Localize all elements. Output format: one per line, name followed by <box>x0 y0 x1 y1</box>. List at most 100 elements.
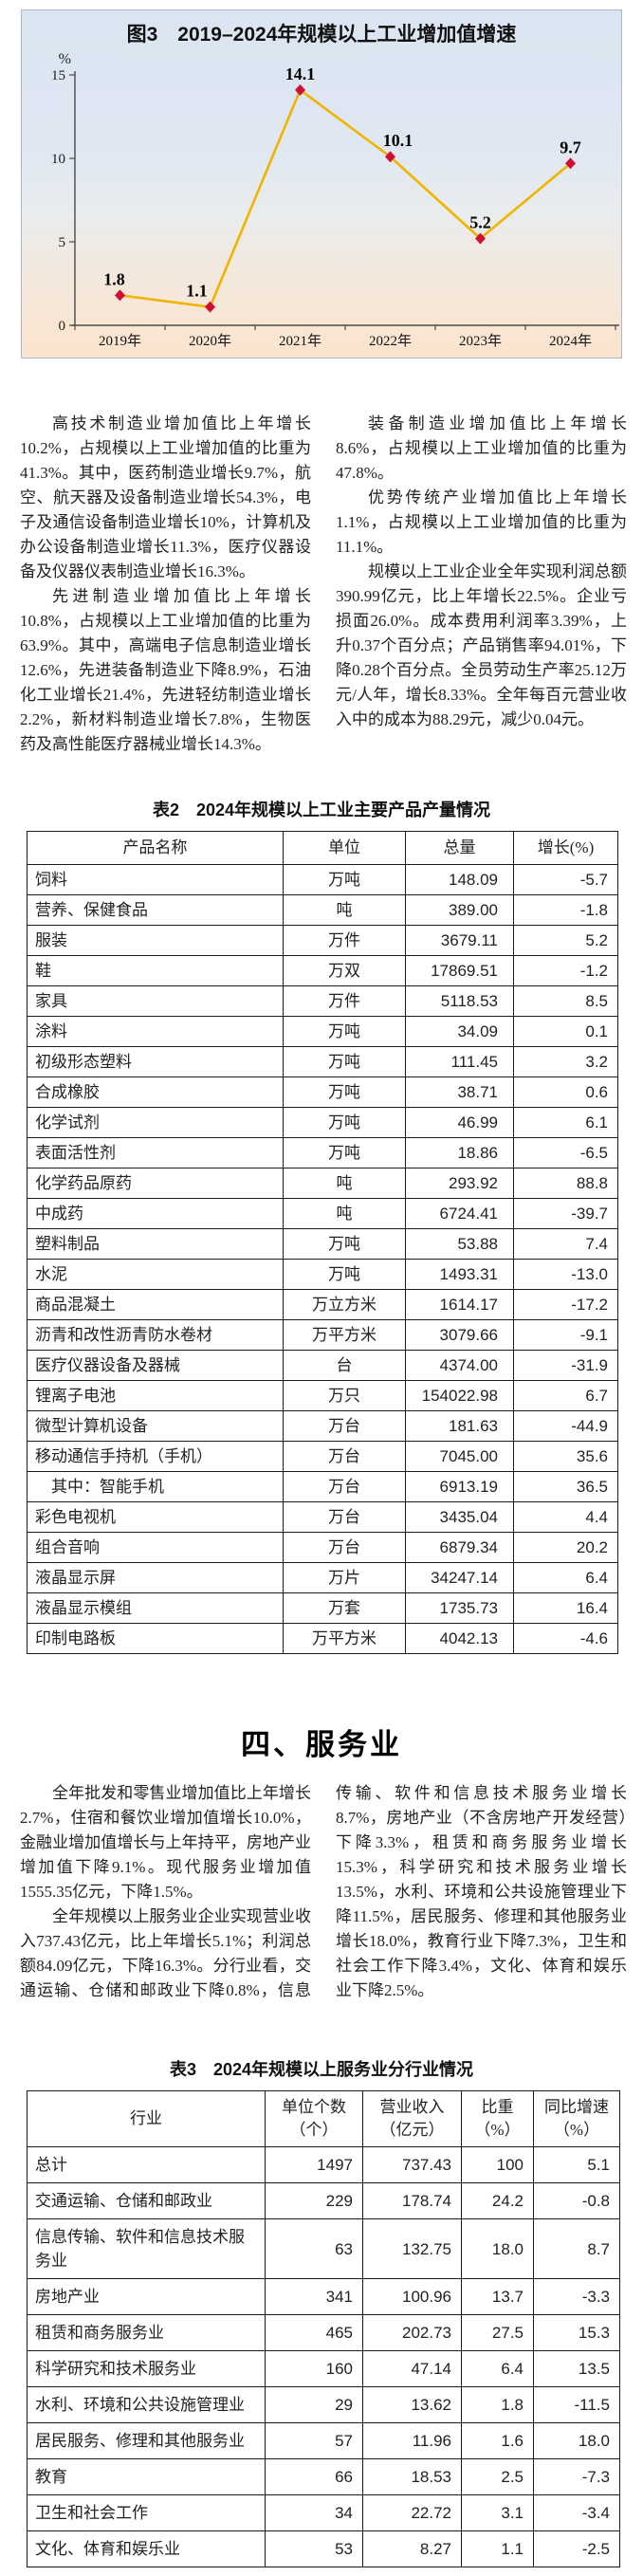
value-cell: 1614.17 <box>405 1289 514 1320</box>
value-cell: 万立方米 <box>283 1289 406 1320</box>
paragraph-services-value-added: 全年批发和零售业增加值比上年增长2.7%，住宿和餐饮业增加值增长10.0%，金融… <box>20 1784 311 1901</box>
value-cell: 34247.14 <box>405 1562 514 1593</box>
table-row: 沥青和改性沥青防水卷材 万平方米 3079.66 -9.1 <box>27 1319 618 1351</box>
value-cell: -4.6 <box>513 1623 618 1654</box>
table-row: 服装 万件 3679.11 5.2 <box>27 925 618 956</box>
table-row: 交通运输、仓储和邮政业 229 178.74 24.2 -0.8 <box>27 2182 620 2219</box>
value-cell: 63 <box>265 2218 363 2279</box>
value-cell: 5.1 <box>533 2146 620 2183</box>
value-cell: 154022.98 <box>405 1380 514 1411</box>
col-product-name: 产品名称 <box>27 831 284 865</box>
value-cell: 46.99 <box>405 1107 514 1138</box>
value-cell: -7.3 <box>533 2458 620 2495</box>
table-row: 彩色电视机 万台 3435.04 4.4 <box>27 1501 618 1533</box>
value-cell: -44.9 <box>513 1410 618 1442</box>
value-cell: 万台 <box>283 1471 406 1502</box>
value-cell: 34.09 <box>405 1016 514 1047</box>
table-row: 表面活性剂 万吨 18.86 -6.5 <box>27 1137 618 1168</box>
row-label-cell: 交通运输、仓储和邮政业 <box>27 2182 266 2219</box>
table-header-row: 行业 单位个数（个） 营业收入（亿元） 比重（%） 同比增速（%） <box>27 2090 620 2147</box>
value-cell: 台 <box>283 1350 406 1381</box>
value-cell: 3.1 <box>461 2494 534 2531</box>
table-row: 信息传输、软件和信息技术服务业 63 132.75 18.0 8.7 <box>27 2218 620 2279</box>
value-cell: 6.7 <box>513 1380 618 1411</box>
row-label-cell: 化学试剂 <box>27 1107 284 1138</box>
value-cell: -3.3 <box>533 2278 620 2315</box>
table-row: 液晶显示屏 万片 34247.14 6.4 <box>27 1562 618 1593</box>
industrial-products-table: 产品名称 单位 总量 增长(%) 饲料 万吨 148.09 -5.7 营养、保健食品吨 3… <box>27 831 618 1654</box>
value-cell: 万吨 <box>283 1137 406 1168</box>
value-cell: 2.5 <box>461 2458 534 2495</box>
value-cell: -13.0 <box>513 1259 618 1290</box>
value-cell: 15.3 <box>533 2314 620 2351</box>
row-label-cell: 液晶显示模组 <box>27 1592 284 1624</box>
value-cell: 18.0 <box>533 2422 620 2459</box>
table3-body: 总计 1497 737.43 100 5.1 交通运输、仓储和邮政业 229 178.74 24… <box>27 2146 620 2567</box>
y-axis-tick-label: 0 <box>59 319 66 334</box>
value-cell: 6.4 <box>513 1562 618 1593</box>
value-cell: 万台 <box>283 1532 406 1563</box>
table-header-row: 产品名称 单位 总量 增长(%) <box>27 831 618 865</box>
table-row: 医疗仪器设备及器械台 4374.00 -31.9 <box>27 1350 618 1381</box>
value-cell: 万吨 <box>283 864 406 895</box>
value-cell: 万吨 <box>283 1259 406 1290</box>
x-axis-label: 2020年 <box>189 333 231 349</box>
x-axis-label: 2019年 <box>99 333 141 349</box>
table-row: 房地产业 341 100.96 13.7 -3.3 <box>27 2278 620 2315</box>
value-cell: 34 <box>265 2494 363 2531</box>
value-cell: 18.0 <box>461 2218 534 2279</box>
table-row: 卫生和社会工作 34 22.72 3.1 -3.4 <box>27 2494 620 2531</box>
value-cell: 8.5 <box>513 985 618 1017</box>
value-cell: 35.6 <box>513 1441 618 1472</box>
figure3-title: 图3 2019–2024年规模以上工业增加值增速 <box>126 24 517 46</box>
table2-header: 产品名称 单位 总量 增长(%) <box>27 831 618 865</box>
x-axis-label: 2023年 <box>459 333 502 349</box>
data-point-marker <box>565 157 576 170</box>
value-cell: 万吨 <box>283 1107 406 1138</box>
value-cell: 8.7 <box>533 2218 620 2279</box>
y-axis-tick-label: 15 <box>51 68 65 83</box>
paragraph-equipment-mfg: 装备制造业增加值比上年增长8.6%，占规模以上工业增加值的比重为47.8%。 <box>336 414 627 482</box>
value-cell: 18.86 <box>405 1137 514 1168</box>
value-cell: 202.73 <box>362 2314 462 2351</box>
table-row: 教育 66 18.53 2.5 -7.3 <box>27 2458 620 2495</box>
row-label-cell: 彩色电视机 <box>27 1501 284 1533</box>
row-label-cell: 化学药品原药 <box>27 1168 284 1199</box>
value-cell: -9.1 <box>513 1319 618 1351</box>
row-label-cell: 水利、环境和公共设施管理业 <box>27 2386 266 2423</box>
value-cell: 万件 <box>283 985 406 1017</box>
value-cell: 16.4 <box>513 1592 618 1624</box>
value-cell: 160 <box>265 2350 363 2387</box>
table-row: 其中：智能手机 万台 6913.19 36.5 <box>27 1471 618 1502</box>
value-cell: 万套 <box>283 1592 406 1624</box>
value-cell: 7045.00 <box>405 1441 514 1472</box>
value-cell: 6913.19 <box>405 1471 514 1502</box>
value-cell: 4374.00 <box>405 1350 514 1381</box>
value-cell: -5.7 <box>513 864 618 895</box>
value-cell: 4.4 <box>513 1501 618 1533</box>
value-cell: 万吨 <box>283 1046 406 1077</box>
table2-body: 饲料 万吨 148.09 -5.7 营养、保健食品吨 389.00 -1.8 服装 万件 3679… <box>27 864 618 1654</box>
value-cell: 0.1 <box>513 1016 618 1047</box>
table-row: 鞋万双 17869.51 -1.2 <box>27 955 618 986</box>
value-cell: 6724.41 <box>405 1198 514 1229</box>
x-axis-label: 2024年 <box>549 333 592 349</box>
data-point-marker <box>115 289 125 302</box>
value-cell: 吨 <box>283 1168 406 1199</box>
value-cell: 100 <box>461 2146 534 2183</box>
value-cell: 6879.34 <box>405 1532 514 1563</box>
value-cell: 27.5 <box>461 2314 534 2351</box>
figure3-line-chart: 0 5 10 15% 2019年 2020年 2021年 2022年 2023年 2024年 1.8… <box>51 51 619 349</box>
table3-title: 表3 2024年规模以上服务业分行业情况 <box>169 2060 474 2079</box>
y-axis-unit-label: % <box>59 51 71 67</box>
value-cell: 1493.31 <box>405 1259 514 1290</box>
figure3-chart-box: 图3 2019–2024年规模以上工业增加值增速 0 5 10 15% 2019年 202… <box>21 9 622 359</box>
value-cell: -0.8 <box>533 2182 620 2219</box>
value-cell: 1.6 <box>461 2422 534 2459</box>
row-label-cell: 科学研究和技术服务业 <box>27 2350 266 2387</box>
value-cell: 3679.11 <box>405 925 514 956</box>
value-cell: 178.74 <box>362 2182 462 2219</box>
table3-header: 行业 单位个数（个） 营业收入（亿元） 比重（%） 同比增速（%） <box>27 2090 620 2147</box>
value-cell: -39.7 <box>513 1198 618 1229</box>
row-label-cell: 鞋 <box>27 955 284 986</box>
